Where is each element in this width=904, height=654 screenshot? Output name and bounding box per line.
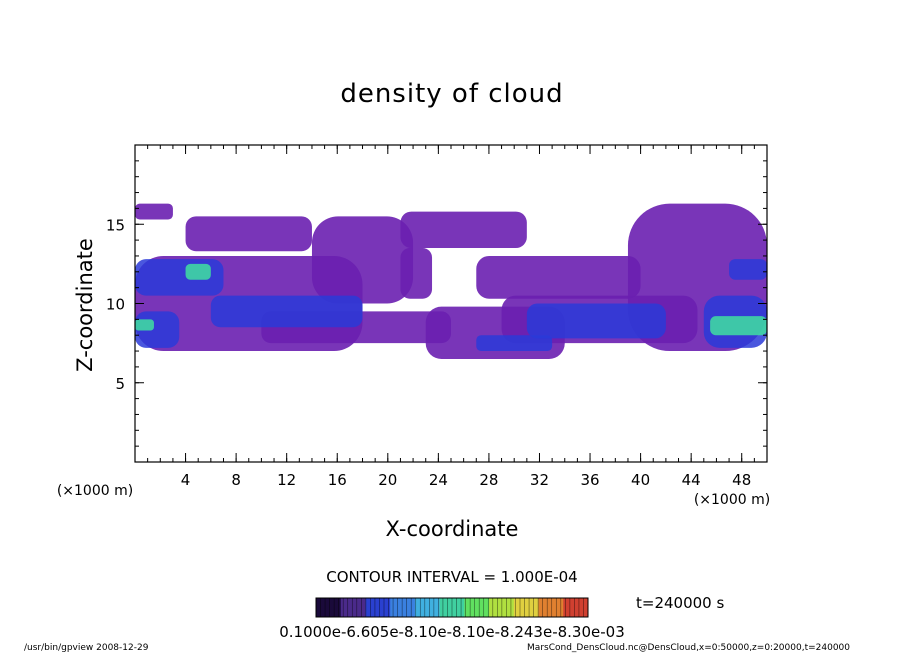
x-tick-label: 24 [429, 471, 448, 489]
colorbar-segment [538, 598, 564, 617]
cloud-region [311, 216, 414, 304]
cloud-region [210, 295, 363, 328]
cloud-region [135, 319, 154, 331]
x-axis-ticks: 4 8 12 16 20 24 28 32 36 40 44 48 [147, 145, 755, 489]
contour-interval: CONTOUR INTERVAL = 1.000E-04 [326, 568, 577, 586]
y-axis-label: Z-coordinate [73, 238, 97, 372]
x-tick-label: 36 [580, 471, 599, 489]
colorbar-segment [464, 598, 490, 617]
colorbar-labels: 0.1000e-6.605e-8.10e-8.10e-8.243e-8.30e-… [279, 623, 625, 641]
chart-title: density of cloud [340, 79, 563, 109]
cloud-region [710, 316, 767, 336]
cloud-region [185, 263, 211, 280]
cloud-region [400, 211, 527, 249]
cloud-region [185, 216, 312, 252]
colorbar-segment [340, 598, 366, 617]
colorbar-segment [365, 598, 391, 617]
colorbar-segment [563, 598, 589, 617]
y-axis-ticks: 5 10 15 [106, 160, 767, 447]
x-tick-label: 16 [328, 471, 347, 489]
x-tick-label: 8 [231, 471, 241, 489]
y-tick-label: 10 [106, 296, 125, 314]
cloud-region [400, 248, 433, 299]
x-tick-label: 32 [530, 471, 549, 489]
footer-right: MarsCond_DensCloud.nc@DensCloud,x=0:5000… [527, 643, 850, 653]
x-unit-right: (×1000 m) [694, 492, 770, 508]
x-tick-label: 48 [732, 471, 751, 489]
cloud-region [135, 203, 173, 220]
colorbar-frame [315, 597, 589, 618]
y-tick-label: 5 [115, 375, 125, 393]
cloud-field [135, 203, 767, 359]
x-tick-label: 20 [378, 471, 397, 489]
y-tick-label: 15 [106, 216, 125, 234]
footer-left: /usr/bin/gpview 2008-12-29 [24, 643, 149, 653]
cloud-region [729, 259, 767, 280]
colorbar [315, 598, 589, 617]
time-label: t=240000 s [636, 594, 724, 612]
x-tick-label: 12 [277, 471, 296, 489]
x-tick-label: 40 [631, 471, 650, 489]
colorbar-segment [316, 598, 342, 617]
x-tick-label: 4 [181, 471, 191, 489]
x-axis-label: X-coordinate [386, 517, 519, 541]
colorbar-segment [513, 598, 540, 617]
x-tick-label: 44 [682, 471, 701, 489]
x-unit-left: (×1000 m) [57, 483, 133, 499]
colorbar-segment [390, 598, 416, 617]
colorbar-segment [414, 598, 441, 617]
x-tick-label: 28 [479, 471, 498, 489]
cloud-region [135, 259, 224, 296]
cloud-region [476, 335, 553, 352]
cloud-region [526, 303, 666, 339]
cloud-region [476, 255, 641, 299]
